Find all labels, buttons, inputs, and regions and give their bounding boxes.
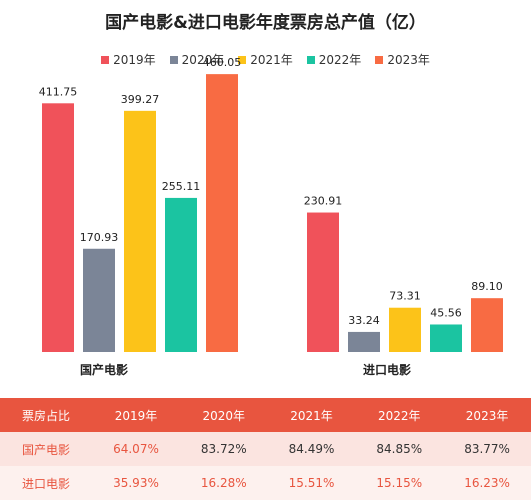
bar-2020年-国产电影 bbox=[83, 248, 115, 352]
bar-2022年-国产电影 bbox=[165, 197, 197, 352]
table-cell: 64.07% bbox=[92, 432, 180, 466]
bar-chart: 411.75 230.91 170.93 33.24 399.27 73.31 255.11… bbox=[39, 56, 503, 377]
chart-title: 国产电影&进口电影年度票房总产值（亿） bbox=[105, 13, 426, 33]
table-header-cell: 2019年 bbox=[92, 398, 180, 432]
legend-swatch-2020 bbox=[169, 55, 178, 64]
table-cell: 16.23% bbox=[443, 466, 531, 500]
table-header-cell: 2021年 bbox=[267, 398, 356, 432]
data-label: 255.11 bbox=[162, 180, 201, 193]
bar-2021年-国产电影 bbox=[124, 110, 156, 353]
table-cell: 84.85% bbox=[355, 432, 444, 466]
legend-item-2020: 2020年 bbox=[169, 51, 225, 68]
table-header-cell: 2022年 bbox=[355, 398, 444, 432]
data-label: 411.75 bbox=[39, 85, 78, 98]
table-row-label: 进口电影 bbox=[0, 466, 93, 500]
table-header-row: 票房占比 2019年 2020年 2021年 2022年 2023年 bbox=[0, 398, 531, 432]
data-label: 399.27 bbox=[121, 93, 160, 106]
data-label: 89.10 bbox=[471, 280, 503, 293]
bar-2021年-进口电影 bbox=[389, 307, 421, 352]
table-cell: 16.28% bbox=[179, 466, 268, 500]
table-header-cell: 票房占比 bbox=[0, 398, 93, 432]
legend-label-2023: 2023年 bbox=[387, 53, 430, 67]
legend-label-2021: 2021年 bbox=[250, 53, 293, 67]
table-cell: 15.51% bbox=[267, 466, 356, 500]
table-row: 国产电影 64.07% 83.72% 84.49% 84.85% 83.77% bbox=[0, 432, 531, 466]
table-cell: 15.15% bbox=[355, 466, 444, 500]
x-tick-label: 进口电影 bbox=[363, 362, 411, 377]
legend-swatch-2022 bbox=[306, 55, 315, 64]
legend-item-2019: 2019年 bbox=[101, 51, 156, 68]
data-label: 73.31 bbox=[389, 290, 421, 303]
table-row: 进口电影 35.93% 16.28% 15.51% 15.15% 16.23% bbox=[0, 466, 531, 500]
data-label: 230.91 bbox=[304, 195, 343, 208]
bar-2022年-进口电影 bbox=[430, 324, 462, 352]
table-header-cell: 2020年 bbox=[179, 398, 268, 432]
chart-legend: 2019年 2020年 2021年 2022年 2023年 bbox=[0, 51, 531, 68]
legend-item-2021: 2021年 bbox=[238, 51, 293, 68]
x-tick-label: 国产电影 bbox=[80, 362, 128, 377]
bar-2019年-进口电影 bbox=[307, 212, 339, 352]
legend-item-2023: 2023年 bbox=[375, 51, 430, 68]
bar-2019年-国产电影 bbox=[42, 103, 74, 352]
bar-2020年-进口电影 bbox=[348, 331, 380, 352]
table-cell: 84.49% bbox=[267, 432, 356, 466]
table-cell: 83.72% bbox=[179, 432, 268, 466]
legend-label-2019: 2019年 bbox=[113, 53, 156, 67]
data-label: 460.05 bbox=[203, 56, 242, 69]
legend-swatch-2021 bbox=[238, 55, 247, 64]
box-office-share-table: 票房占比 2019年 2020年 2021年 2022年 2023年 国产电影 … bbox=[0, 398, 531, 500]
legend-label-2022: 2022年 bbox=[318, 53, 362, 67]
legend-label-2020: 2020年 bbox=[181, 53, 225, 67]
data-label: 33.24 bbox=[348, 314, 380, 327]
legend-swatch-2019 bbox=[101, 55, 110, 64]
bar-2023年-进口电影 bbox=[471, 298, 503, 352]
legend-swatch-2023 bbox=[375, 55, 384, 64]
table-cell: 35.93% bbox=[92, 466, 180, 500]
table-row-label: 国产电影 bbox=[0, 432, 93, 466]
data-label: 45.56 bbox=[430, 306, 462, 319]
bar-2023年-国产电影 bbox=[206, 74, 238, 353]
table-cell: 83.77% bbox=[443, 432, 531, 466]
table-header-cell: 2023年 bbox=[443, 398, 531, 432]
legend-item-2022: 2022年 bbox=[306, 51, 362, 68]
data-label: 170.93 bbox=[80, 231, 119, 244]
